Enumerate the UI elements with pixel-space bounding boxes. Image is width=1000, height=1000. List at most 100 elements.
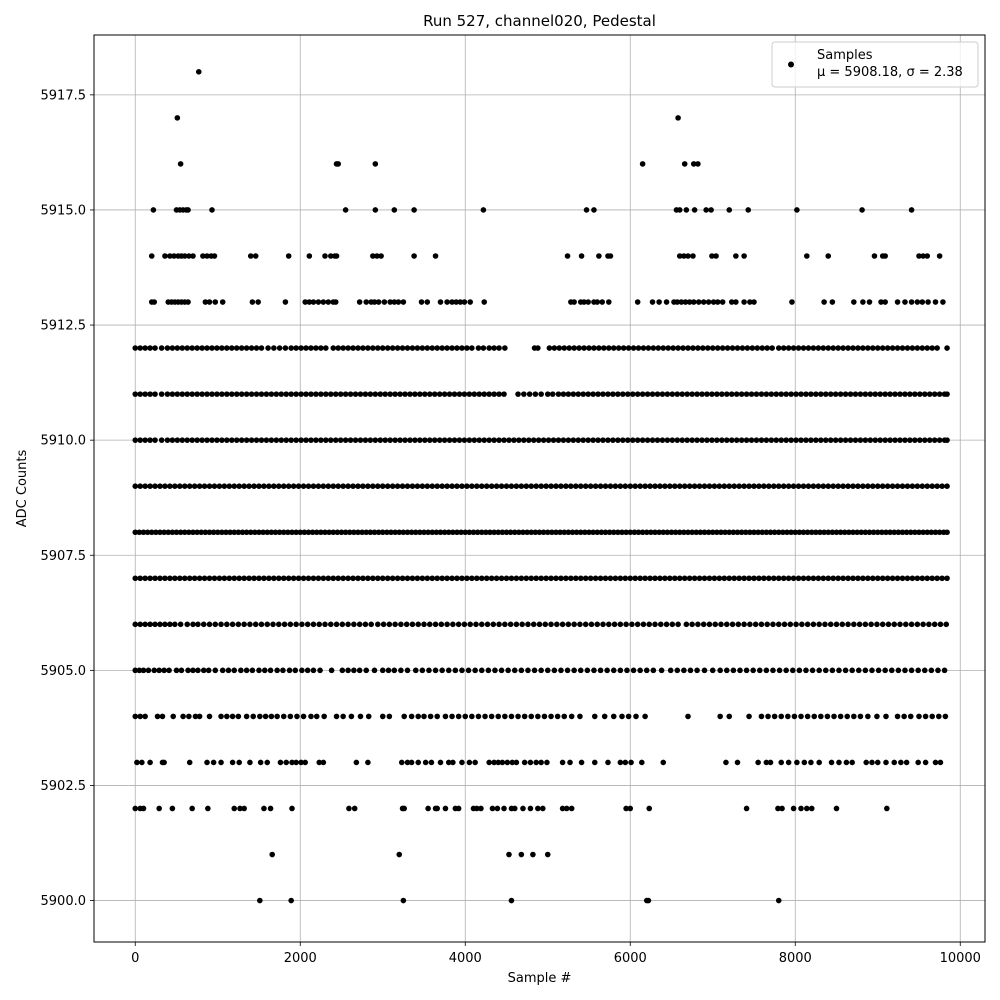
data-point xyxy=(313,437,319,443)
data-point xyxy=(748,391,755,397)
data-point xyxy=(870,483,876,489)
data-point xyxy=(717,713,723,720)
data-point xyxy=(932,759,939,766)
data-point xyxy=(462,529,469,536)
data-point xyxy=(288,437,294,443)
data-point xyxy=(816,667,822,674)
data-point xyxy=(667,483,673,489)
data-point xyxy=(214,529,221,536)
data-point xyxy=(914,483,921,489)
data-point xyxy=(339,621,346,628)
data-point xyxy=(169,529,176,536)
data-point xyxy=(421,621,427,628)
data-point xyxy=(267,805,274,812)
data-point xyxy=(370,345,376,351)
data-point xyxy=(154,713,161,720)
data-point xyxy=(646,805,653,812)
data-point xyxy=(221,575,228,582)
data-point xyxy=(699,391,705,397)
data-point xyxy=(654,437,661,443)
data-point xyxy=(274,667,280,674)
data-point xyxy=(432,667,439,674)
data-point xyxy=(680,345,686,351)
data-point xyxy=(821,529,827,536)
data-point xyxy=(879,345,886,351)
data-point xyxy=(808,437,814,443)
data-point xyxy=(449,483,455,489)
data-point xyxy=(192,713,199,720)
data-point xyxy=(327,621,334,628)
data-point xyxy=(521,713,528,720)
data-point xyxy=(425,805,431,812)
data-point xyxy=(854,529,860,536)
data-point xyxy=(599,299,605,305)
data-point xyxy=(594,621,601,628)
data-point xyxy=(429,575,436,582)
data-point xyxy=(204,759,210,766)
data-point xyxy=(444,299,450,305)
data-point xyxy=(663,621,670,628)
data-point xyxy=(379,345,386,351)
data-point xyxy=(201,483,208,489)
data-point xyxy=(577,667,584,674)
data-point xyxy=(503,483,510,489)
data-point xyxy=(392,437,398,443)
data-point xyxy=(889,575,896,582)
data-point xyxy=(695,621,701,628)
data-point xyxy=(147,621,153,628)
data-point xyxy=(303,437,309,443)
data-point xyxy=(647,575,653,582)
data-point xyxy=(568,805,575,812)
data-point xyxy=(498,483,505,489)
data-point xyxy=(635,529,642,536)
data-point xyxy=(409,345,416,351)
data-point xyxy=(675,115,681,121)
data-point xyxy=(267,667,274,674)
data-point xyxy=(793,437,799,443)
data-point xyxy=(167,253,173,259)
data-point xyxy=(676,207,683,213)
data-point xyxy=(247,621,253,628)
data-point xyxy=(466,759,473,766)
data-point xyxy=(480,345,487,351)
data-point xyxy=(582,621,589,628)
data-point xyxy=(190,529,196,536)
data-point xyxy=(775,483,782,489)
data-point xyxy=(342,437,349,443)
data-point xyxy=(204,391,210,397)
data-point xyxy=(805,575,812,582)
data-point xyxy=(934,483,940,489)
data-point xyxy=(389,575,396,582)
data-point xyxy=(355,345,361,351)
data-point xyxy=(246,575,252,582)
data-point xyxy=(152,575,158,582)
data-point xyxy=(530,621,537,628)
data-point xyxy=(372,161,379,167)
data-point xyxy=(568,483,574,489)
data-point xyxy=(922,759,929,766)
data-point xyxy=(261,667,268,674)
x-axis-label: Sample # xyxy=(508,971,572,986)
data-point xyxy=(700,621,707,628)
data-point xyxy=(571,299,577,305)
data-point xyxy=(202,299,209,305)
data-point xyxy=(917,437,923,443)
data-point xyxy=(243,437,250,443)
data-point xyxy=(323,437,329,443)
data-point xyxy=(827,391,834,397)
data-point xyxy=(882,437,888,443)
data-point xyxy=(840,483,846,489)
data-point xyxy=(348,713,355,720)
data-point xyxy=(437,529,444,536)
data-point xyxy=(381,299,388,305)
data-point xyxy=(511,529,518,536)
data-point xyxy=(770,667,776,674)
data-point xyxy=(385,667,392,674)
data-point xyxy=(874,483,881,489)
data-point xyxy=(866,529,873,536)
data-point xyxy=(563,483,569,489)
data-point xyxy=(263,437,270,443)
data-point xyxy=(181,483,188,489)
data-point xyxy=(308,437,314,443)
data-point xyxy=(714,345,721,351)
